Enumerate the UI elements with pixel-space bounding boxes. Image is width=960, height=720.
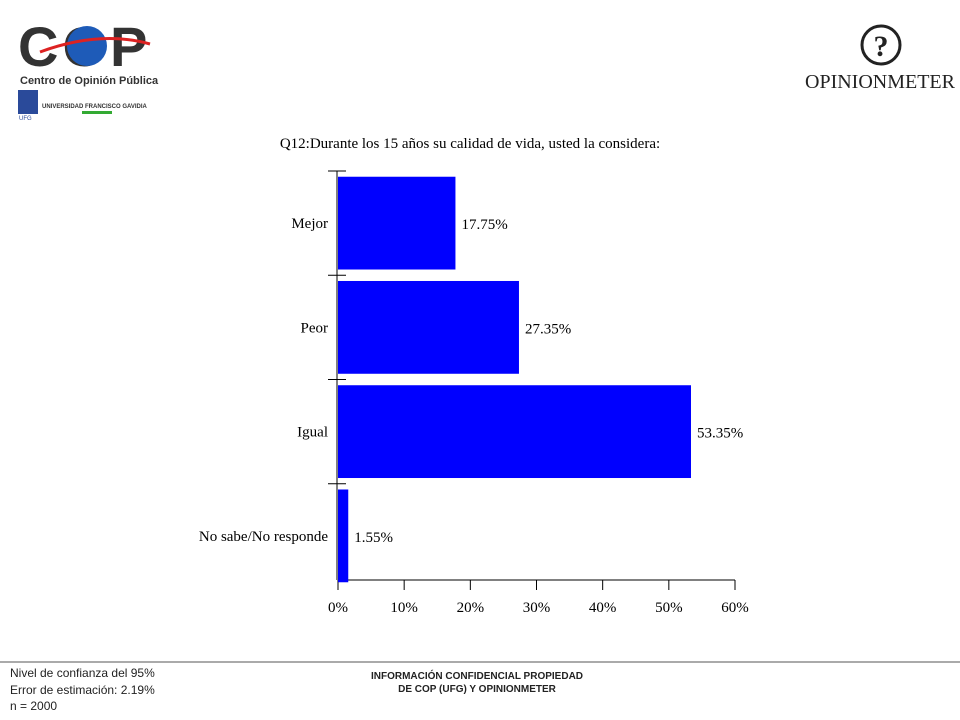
y-tick-label: Igual xyxy=(297,425,328,441)
y-tick-label: Mejor xyxy=(291,216,328,232)
logo-globe xyxy=(67,26,107,66)
y-tick-label: No sabe/No responde xyxy=(199,529,328,545)
value-label: 53.35% xyxy=(697,426,743,442)
x-tick-label: 20% xyxy=(457,600,485,616)
footer-note: Error de estimación: 2.19% xyxy=(10,683,155,697)
x-tick-label: 0% xyxy=(328,600,348,616)
x-tick-label: 30% xyxy=(523,600,551,616)
logo-mark: ? xyxy=(874,30,889,63)
logo-opinionmeter: ? OPINIONMETER xyxy=(805,24,956,93)
x-tick-label: 60% xyxy=(721,600,749,616)
x-tick-label: 10% xyxy=(390,600,418,616)
footer-note: Nivel de confianza del 95% xyxy=(10,666,155,680)
ufg-bar xyxy=(82,111,112,114)
x-tick-label: 40% xyxy=(589,600,617,616)
logo-cop: COP Centro de Opinión Pública UNIVERSIDA… xyxy=(18,15,159,122)
value-label: 27.35% xyxy=(525,321,571,337)
chart-title: Q12:Durante los 15 años su calidad de vi… xyxy=(280,136,660,152)
y-tick-label: Peor xyxy=(301,320,329,336)
university-short: UFG xyxy=(19,116,32,122)
logo-swoosh xyxy=(39,37,151,54)
logo-caption: Centro de Opinión Pública xyxy=(20,75,159,87)
footer-note: n = 2000 xyxy=(10,699,57,713)
footer-confidential: INFORMACIÓN CONFIDENCIAL PROPIEDAD xyxy=(371,669,583,682)
bar xyxy=(338,489,349,583)
value-label: 17.75% xyxy=(461,217,507,233)
footer-confidential: DE COP (UFG) Y OPINIONMETER xyxy=(398,684,557,695)
ufg-emblem xyxy=(18,90,38,114)
value-label: 1.55% xyxy=(354,530,393,546)
logo-ring xyxy=(860,24,902,66)
bar xyxy=(338,280,519,374)
university: UNIVERSIDAD FRANCISCO GAVIDIA xyxy=(42,104,148,110)
x-tick-label: 50% xyxy=(655,600,683,616)
bar xyxy=(338,385,691,479)
logo-text: OPINIONMETER xyxy=(805,71,956,93)
bar xyxy=(338,176,456,270)
